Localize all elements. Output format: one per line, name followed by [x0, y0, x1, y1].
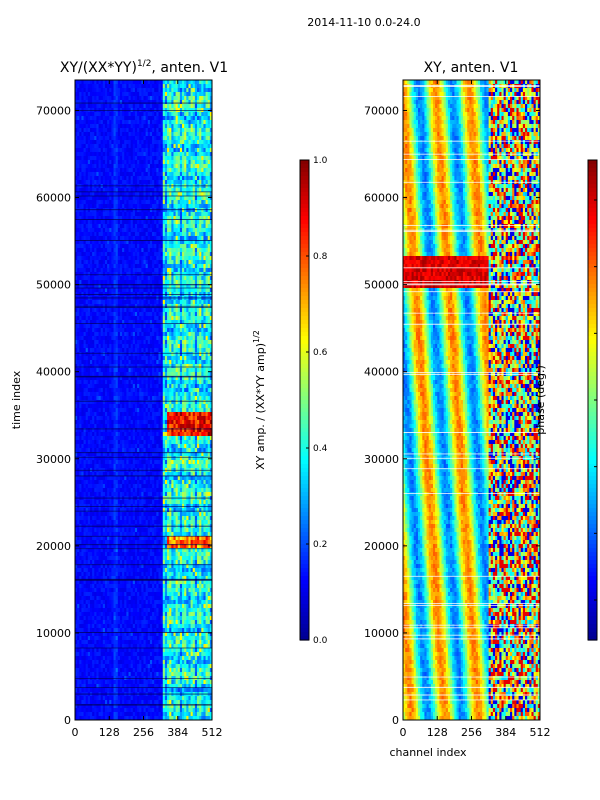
left-colorbar-label: XY amp. / (XX*YY amp)1/2	[252, 330, 267, 470]
right-x-tick-label: 384	[495, 726, 516, 739]
right-y-tick-label: 40000	[364, 366, 399, 379]
left-title-main: XY/(XX*YY)	[60, 60, 137, 76]
left-y-tick-label: 40000	[36, 366, 71, 379]
left-y-tick-label: 20000	[36, 540, 71, 553]
left-heatmap-image	[75, 80, 212, 720]
right-y-tick-label: 30000	[364, 453, 399, 466]
left-colorbar: 0.0 0.2 0.4 0.6 0.8 1.0	[299, 156, 328, 646]
left-colorbar-tick-label: 0.0	[313, 636, 328, 646]
left-y-tick-label: 70000	[36, 104, 71, 117]
left-title-tail: , anten. V1	[151, 60, 228, 76]
left-colorbar-tick-label: 0.8	[313, 252, 328, 262]
left-colorbar-tick-label: 0.2	[313, 540, 327, 550]
left-colorbar-tick-label: 0.4	[313, 444, 328, 454]
left-y-tick-label: 10000	[36, 627, 71, 640]
right-heatmap-image	[403, 80, 540, 720]
left-colorbar-tick-label: 1.0	[313, 156, 328, 166]
right-x-axis-label: channel index	[389, 746, 467, 759]
right-y-tick-label: 50000	[364, 279, 399, 292]
left-x-tick-label: 0	[72, 726, 79, 739]
right-y-tick-label: 10000	[364, 627, 399, 640]
left-x-tick-label: 512	[202, 726, 223, 739]
left-x-tick-label: 128	[99, 726, 120, 739]
right-x-tick-label: 0	[400, 726, 407, 739]
left-y-tick-label: 60000	[36, 192, 71, 205]
left-colorbar-tick-label: 0.6	[313, 348, 328, 358]
figure-suptitle: 2014-11-10 0.0-24.0	[307, 16, 420, 29]
right-x-tick-label: 256	[461, 726, 482, 739]
right-colorbar-label: phase (deg.)	[534, 365, 547, 435]
left-colorbar-frame	[299, 159, 310, 641]
left-colorbar-label-main: XY amp. / (XX*YY amp)	[254, 343, 267, 470]
axis-ticks: 0 128 256 384 512 0 10000 20000 30000 40000 50000 6…	[36, 80, 551, 739]
left-y-tick-label: 50000	[36, 279, 71, 292]
left-y-axis-label: time index	[10, 370, 23, 429]
right-x-tick-label: 512	[530, 726, 551, 739]
right-y-tick-label: 70000	[364, 104, 399, 117]
right-panel-title: XY, anten. V1	[424, 60, 519, 76]
right-x-tick-label: 128	[427, 726, 448, 739]
right-colorbar: −150−100−50050100150	[587, 159, 598, 641]
left-y-tick-label: 0	[64, 714, 71, 727]
left-x-tick-label: 384	[167, 726, 188, 739]
left-colorbar-label-exponent: 1/2	[252, 330, 261, 343]
left-title-exponent: 1/2	[137, 59, 151, 69]
left-y-tick-label: 30000	[36, 453, 71, 466]
right-y-tick-label: 60000	[364, 192, 399, 205]
left-panel-title: XY/(XX*YY)1/2, anten. V1	[60, 59, 228, 76]
left-x-tick-label: 256	[133, 726, 154, 739]
right-y-tick-label: 20000	[364, 540, 399, 553]
right-y-tick-label: 0	[392, 714, 399, 727]
